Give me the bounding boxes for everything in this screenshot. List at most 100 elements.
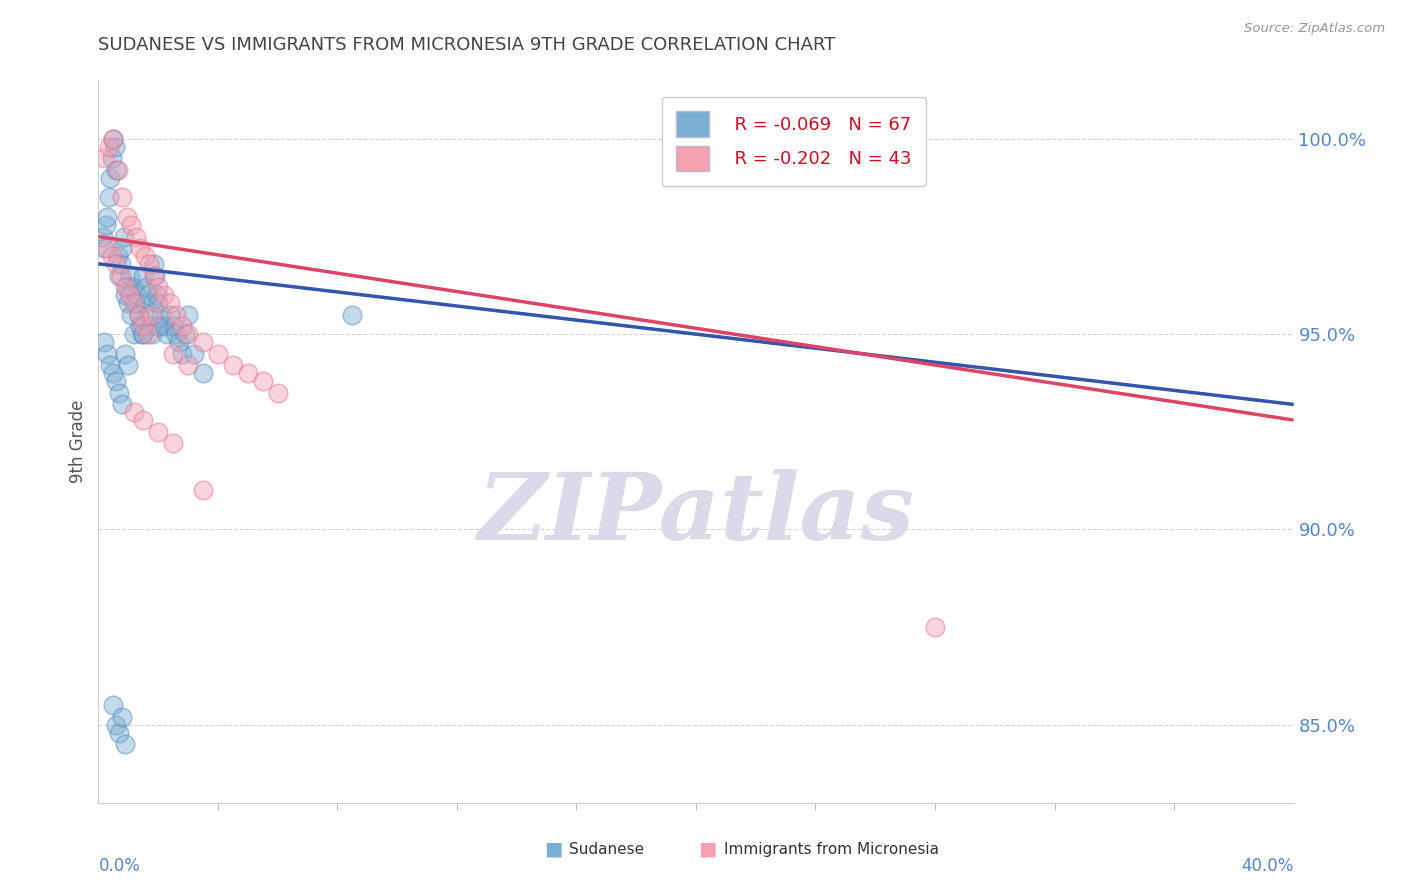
Text: ■: ■ [544,839,562,859]
Point [167,334,190,349]
Point [165,327,187,342]
Point [134,296,156,310]
Point [128,308,150,322]
Point [114,737,136,751]
Point [148,296,170,310]
Point [118,288,141,302]
Point [118,268,141,283]
Point [115,210,138,224]
Point [94,218,117,232]
Point [165,308,187,322]
Point [132,327,155,342]
Point [139,319,162,334]
Text: ■: ■ [699,839,717,859]
Point [162,436,184,450]
Point [134,249,156,263]
Point [91,229,114,244]
Point [172,346,194,360]
Point [924,620,946,634]
Point [93,241,115,255]
Point [124,327,146,342]
Point [124,405,146,419]
Point [114,346,136,360]
Point [174,327,197,342]
Point [172,319,194,334]
Point [108,725,131,739]
Point [117,359,139,373]
Y-axis label: 9th Grade: 9th Grade [69,400,87,483]
Text: Immigrants from Micronesia: Immigrants from Micronesia [724,842,939,856]
Point [267,385,290,400]
Point [124,296,146,310]
Point [138,308,160,322]
Point [156,327,179,342]
Point [105,163,128,178]
Point [114,288,136,302]
Point [129,319,152,334]
Point [136,327,159,342]
Point [236,366,259,380]
Legend:   R = -0.069   N = 67,   R = -0.202   N = 43: R = -0.069 N = 67, R = -0.202 N = 43 [662,96,927,186]
Point [111,397,134,411]
Point [148,280,170,294]
Point [108,268,131,283]
Point [107,163,129,178]
Point [177,308,200,322]
Text: SUDANESE VS IMMIGRANTS FROM MICRONESIA 9TH GRADE CORRELATION CHART: SUDANESE VS IMMIGRANTS FROM MICRONESIA 9… [98,36,835,54]
Point [191,334,214,349]
Point [141,327,163,342]
Point [138,257,160,271]
Point [111,241,134,255]
Point [103,698,125,713]
Point [96,210,118,224]
Point [120,308,142,322]
Point [143,268,166,283]
Point [127,288,149,302]
Point [128,308,150,322]
Point [96,241,118,255]
Point [141,308,163,322]
Point [105,374,128,388]
Point [107,249,129,263]
Point [131,327,153,342]
Point [132,319,155,334]
Point [111,710,134,724]
Point [135,280,157,294]
Point [142,268,165,283]
Point [252,374,274,388]
Point [191,366,214,380]
Point [105,257,128,271]
Text: Sudanese: Sudanese [569,842,644,856]
Point [93,334,115,349]
Point [162,319,184,334]
Point [132,413,155,427]
Point [120,218,142,232]
Point [98,170,122,185]
Text: Source: ZipAtlas.com: Source: ZipAtlas.com [1244,22,1385,36]
Point [148,425,170,439]
Point [97,139,120,153]
Point [96,346,118,360]
Point [121,280,143,294]
Point [150,308,173,322]
Point [177,327,200,342]
Point [142,257,165,271]
Point [101,249,124,263]
Point [98,359,122,373]
Point [342,308,364,322]
Point [159,296,181,310]
Point [97,190,120,204]
Point [125,296,148,310]
Point [108,385,131,400]
Point [162,346,184,360]
Point [159,308,181,322]
Point [101,152,124,166]
Point [111,190,134,204]
Point [104,139,127,153]
Text: 0.0%: 0.0% [98,857,141,875]
Point [103,132,125,146]
Point [148,319,170,334]
Point [117,296,139,310]
Point [110,268,132,283]
Point [191,483,214,498]
